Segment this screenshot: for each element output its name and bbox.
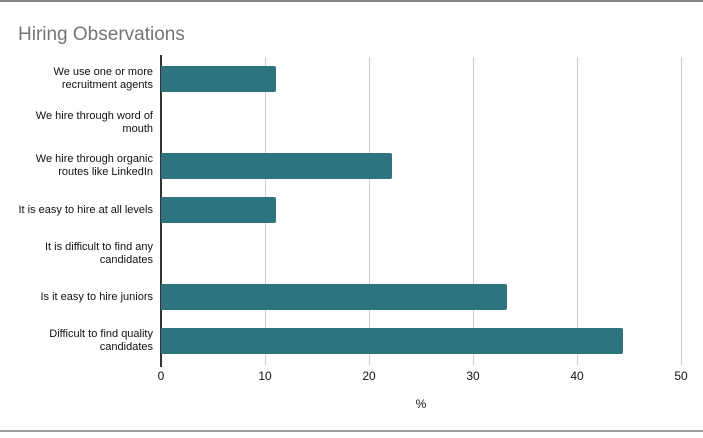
- bar-3: [161, 153, 392, 180]
- bar-4: [161, 197, 277, 223]
- category-axis-labels: We use one or more recruitment agents We …: [6, 57, 153, 363]
- bar-7: [161, 328, 623, 355]
- top-divider: [0, 0, 703, 2]
- bottom-divider: [0, 430, 703, 432]
- gridline-x-50: [680, 57, 682, 365]
- bar-6: [161, 284, 508, 311]
- x-tick-label-10: 10: [258, 369, 272, 383]
- category-label: We use one or more recruitment agents: [53, 65, 153, 91]
- x-axis-title: %: [415, 397, 427, 411]
- gridline-x-30: [472, 57, 474, 365]
- bar-1: [161, 65, 277, 92]
- category-label: It is difficult to find any candidates: [44, 240, 153, 266]
- category-label: We hire through organic routes like Link…: [35, 153, 153, 179]
- plot-area: [160, 55, 682, 367]
- gridline-x-40: [576, 57, 578, 365]
- category-label: It is easy to hire at all levels: [18, 203, 153, 216]
- x-tick-label-40: 40: [570, 369, 584, 383]
- x-tick-label-30: 30: [466, 369, 480, 383]
- category-label: Difficult to find quality candidates: [49, 328, 153, 354]
- chart-title: Hiring Observations: [18, 24, 185, 45]
- category-label: We hire through word of mouth: [35, 109, 153, 135]
- gridline-x-20: [368, 57, 370, 365]
- x-tick-label-50: 50: [674, 369, 688, 383]
- category-label: Is it easy to hire juniors: [40, 290, 154, 303]
- x-tick-label-0: 0: [157, 369, 165, 383]
- x-tick-label-20: 20: [362, 369, 376, 383]
